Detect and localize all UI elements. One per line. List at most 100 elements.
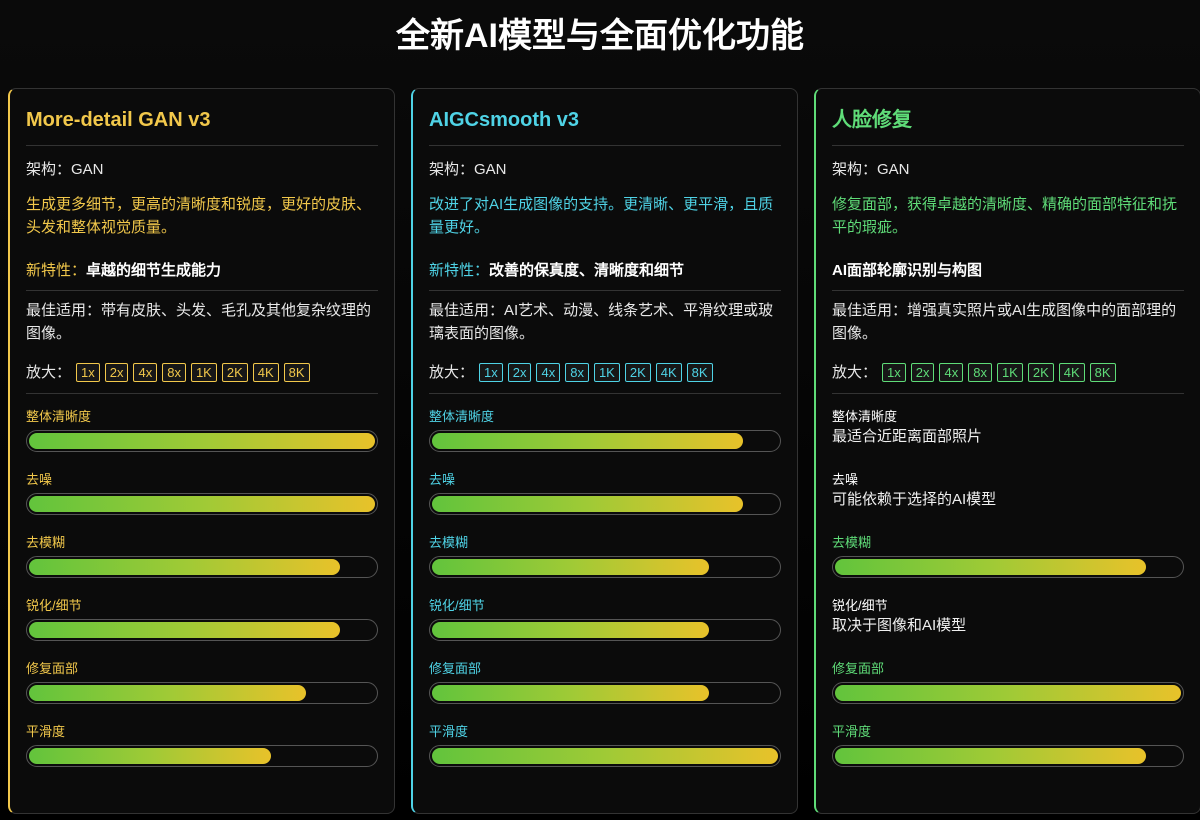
metric: 去模糊 xyxy=(26,534,378,594)
metric-label: 整体清晰度 xyxy=(429,409,495,424)
metric: 锐化/细节 xyxy=(26,597,378,657)
zoom-chip: 4K xyxy=(252,362,279,382)
model-card: AIGCsmooth v3 架构：GAN 改进了对AI生成图像的支持。更清晰、更平滑… xyxy=(411,88,798,814)
architecture: 架构：GAN xyxy=(832,161,910,178)
zoom-chip: 4x xyxy=(939,362,964,382)
metric: 整体清晰度 xyxy=(26,408,378,468)
zoom-label: 放大： xyxy=(26,363,72,381)
feature: AI面部轮廓识别与构图 xyxy=(832,259,1184,282)
zoom-chip: 2x xyxy=(910,362,935,382)
progress-fill xyxy=(29,622,341,638)
zoom-row: 放大： 1x 2x 4x 8x 1K 2K 4K 8K xyxy=(429,359,781,385)
metric-label: 去噪 xyxy=(429,472,456,487)
architecture: 架构：GAN xyxy=(429,161,507,178)
feature-text: AI面部轮廓识别与构图 xyxy=(832,262,983,279)
metric: 锐化/细节 xyxy=(429,597,781,657)
progress-fill xyxy=(835,559,1147,575)
metric: 平滑度 xyxy=(832,723,1184,783)
divider xyxy=(429,393,781,394)
metric: 去噪可能依赖于选择的AI模型 xyxy=(832,471,1184,531)
description: 生成更多细节，更高的清晰度和锐度，更好的皮肤、头发和整体视觉质量。 xyxy=(26,196,372,236)
zoom-label: 放大： xyxy=(429,363,475,381)
card-title: AIGCsmooth v3 xyxy=(429,109,580,131)
progress-track xyxy=(26,619,378,641)
zoom-chip: 4x xyxy=(536,362,561,382)
zoom-chip: 2x xyxy=(104,362,129,382)
metric-label: 去模糊 xyxy=(832,535,872,550)
metric-label: 平滑度 xyxy=(26,724,66,739)
zoom-row: 放大： 1x 2x 4x 8x 1K 2K 4K 8K xyxy=(832,359,1184,385)
zoom-chip: 8K xyxy=(1089,362,1116,382)
zoom-chip: 2K xyxy=(624,362,651,382)
best-for: 最佳适用：带有皮肤、头发、毛孔及其他复杂纹理的图像。 xyxy=(26,302,372,342)
progress-track xyxy=(26,430,378,452)
divider xyxy=(26,145,378,146)
metric-label: 锐化/细节 xyxy=(429,598,485,613)
zoom-row: 放大： 1x 2x 4x 8x 1K 2K 4K 8K xyxy=(26,359,378,385)
metric-label: 整体清晰度 xyxy=(832,409,898,424)
metrics: 整体清晰度最适合近距离面部照片 去噪可能依赖于选择的AI模型 去模糊锐化/细节取决于… xyxy=(832,408,1184,783)
zoom-chip: 2x xyxy=(507,362,532,382)
zoom-chip: 4K xyxy=(1058,362,1085,382)
progress-fill xyxy=(29,433,375,449)
zoom-chip: 8K xyxy=(283,362,310,382)
description: 改进了对AI生成图像的支持。更清晰、更平滑，且质量更好。 xyxy=(429,196,774,236)
zoom-chip: 2K xyxy=(1027,362,1054,382)
progress-track xyxy=(832,682,1184,704)
zoom-chip: 8K xyxy=(686,362,713,382)
metric-note: 最适合近距离面部照片 xyxy=(832,428,983,445)
progress-fill xyxy=(29,559,341,575)
metric-label: 去模糊 xyxy=(26,535,66,550)
metric-note: 可能依赖于选择的AI模型 xyxy=(832,491,997,508)
progress-track xyxy=(429,556,781,578)
progress-fill xyxy=(432,559,709,575)
metric: 整体清晰度 xyxy=(429,408,781,468)
metric: 平滑度 xyxy=(26,723,378,783)
zoom-chip: 2K xyxy=(221,362,248,382)
progress-fill xyxy=(432,685,709,701)
metric-label: 整体清晰度 xyxy=(26,409,92,424)
metric: 去噪 xyxy=(429,471,781,531)
divider xyxy=(26,290,378,291)
progress-track xyxy=(832,745,1184,767)
progress-track xyxy=(26,556,378,578)
metric: 整体清晰度最适合近距离面部照片 xyxy=(832,408,1184,468)
progress-fill xyxy=(432,496,744,512)
metric-label: 锐化/细节 xyxy=(832,598,888,613)
metric-label: 修复面部 xyxy=(832,661,885,676)
model-card: More-detail GAN v3 架构：GAN 生成更多细节，更高的清晰度和锐度… xyxy=(8,88,395,814)
metric-note: 取决于图像和AI模型 xyxy=(832,617,967,634)
progress-fill xyxy=(29,685,306,701)
progress-track xyxy=(429,619,781,641)
progress-fill xyxy=(432,622,709,638)
metric: 去噪 xyxy=(26,471,378,531)
zoom-chip: 4x xyxy=(133,362,158,382)
metric: 修复面部 xyxy=(832,660,1184,720)
feature-label: 新特性： xyxy=(429,262,490,279)
zoom-chip: 8x xyxy=(968,362,992,382)
page-title: 全新AI模型与全面优化功能 xyxy=(396,17,804,55)
progress-track xyxy=(26,493,378,515)
divider xyxy=(832,145,1184,146)
metric: 修复面部 xyxy=(429,660,781,720)
divider xyxy=(429,290,781,291)
metric-label: 去噪 xyxy=(832,472,859,487)
description: 修复面部，获得卓越的清晰度、精确的面部特征和抚平的瑕疵。 xyxy=(832,196,1178,236)
metric-label: 平滑度 xyxy=(429,724,469,739)
divider xyxy=(832,393,1184,394)
progress-fill xyxy=(29,748,272,764)
progress-track xyxy=(832,556,1184,578)
divider xyxy=(26,393,378,394)
card-list: More-detail GAN v3 架构：GAN 生成更多细节，更高的清晰度和锐度… xyxy=(8,88,1200,814)
progress-fill xyxy=(432,433,744,449)
feature-text: 改善的保真度、清晰度和细节 xyxy=(489,262,685,279)
metric-label: 修复面部 xyxy=(429,661,482,676)
zoom-chip: 1K xyxy=(996,362,1023,382)
feature: 新特性：卓越的细节生成能力 xyxy=(26,259,378,282)
best-for: 最佳适用：增强真实照片或AI生成图像中的面部理的图像。 xyxy=(832,302,1177,342)
zoom-chip: 1K xyxy=(190,362,217,382)
metric-label: 去噪 xyxy=(26,472,53,487)
metric: 修复面部 xyxy=(26,660,378,720)
zoom-chip: 1K xyxy=(593,362,620,382)
zoom-chip: 8x xyxy=(162,362,186,382)
